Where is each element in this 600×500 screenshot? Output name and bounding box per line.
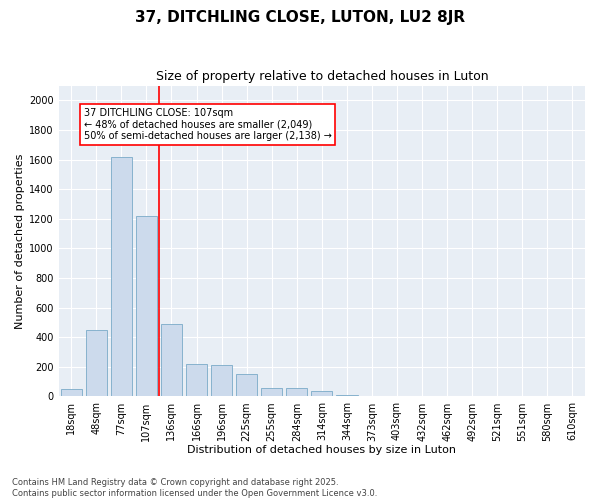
Bar xyxy=(86,330,107,396)
Bar xyxy=(236,374,257,396)
Bar xyxy=(161,324,182,396)
Y-axis label: Number of detached properties: Number of detached properties xyxy=(15,154,25,328)
Bar xyxy=(336,395,358,396)
Bar xyxy=(261,388,283,396)
Text: 37 DITCHLING CLOSE: 107sqm
← 48% of detached houses are smaller (2,049)
50% of s: 37 DITCHLING CLOSE: 107sqm ← 48% of deta… xyxy=(84,108,332,141)
Bar xyxy=(110,156,132,396)
Bar xyxy=(311,390,332,396)
Text: 37, DITCHLING CLOSE, LUTON, LU2 8JR: 37, DITCHLING CLOSE, LUTON, LU2 8JR xyxy=(135,10,465,25)
Title: Size of property relative to detached houses in Luton: Size of property relative to detached ho… xyxy=(155,70,488,83)
Bar xyxy=(286,388,307,396)
Bar xyxy=(136,216,157,396)
Bar xyxy=(211,364,232,396)
Bar xyxy=(61,389,82,396)
X-axis label: Distribution of detached houses by size in Luton: Distribution of detached houses by size … xyxy=(187,445,457,455)
Bar xyxy=(186,364,207,396)
Text: Contains HM Land Registry data © Crown copyright and database right 2025.
Contai: Contains HM Land Registry data © Crown c… xyxy=(12,478,377,498)
